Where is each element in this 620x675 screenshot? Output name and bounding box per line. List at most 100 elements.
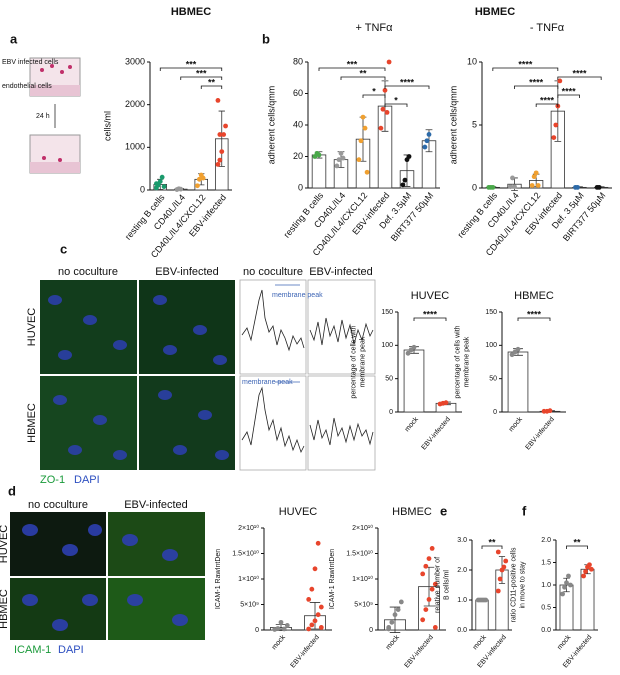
panel-letter: c (60, 241, 67, 256)
x-tick-label: mock (385, 634, 401, 652)
bar (311, 154, 327, 189)
data-point (533, 170, 539, 176)
data-point (336, 157, 342, 163)
significance-bracket (492, 67, 559, 71)
significance-label: ** (359, 68, 367, 78)
y-tick-label: 0 (472, 182, 477, 192)
data-point (596, 184, 602, 190)
data-point (157, 179, 163, 184)
x-tick-label: mock (404, 416, 420, 434)
significance-bracket (318, 67, 386, 71)
data-point (510, 175, 515, 181)
data-point (392, 612, 398, 618)
schematic-label: endothelial cells (2, 83, 52, 90)
data-point (318, 604, 324, 610)
stain-label: ZO-1 (40, 474, 65, 486)
significance-label: **** (400, 77, 415, 87)
data-point (432, 625, 438, 630)
row-label: HBMEC (0, 589, 10, 629)
column-label: no coculture (243, 266, 303, 278)
data-point (318, 625, 324, 630)
data-point (424, 138, 430, 144)
data-point (566, 573, 571, 579)
data-point (553, 122, 559, 128)
y-tick-label: 1000 (125, 142, 145, 152)
chart-title: - TNFα (530, 22, 565, 34)
significance-bracket (362, 94, 386, 98)
y-axis-label: ICAM-1 RawIntDen (329, 549, 336, 609)
bar (403, 349, 425, 413)
significance-bracket (557, 76, 602, 80)
data-point (589, 566, 594, 572)
significance-bracket (180, 76, 223, 80)
data-point (583, 569, 588, 574)
y-tick-label: 2000 (125, 99, 145, 109)
data-point (215, 162, 221, 167)
stain-label: DAPI (74, 474, 100, 486)
y-tick-label: 0 (369, 627, 373, 634)
y-tick-label: 1×10¹⁰ (352, 575, 373, 583)
data-point (402, 177, 408, 183)
significance-label: * (372, 86, 376, 96)
data-point (581, 573, 586, 579)
y-tick-label: 80 (293, 56, 303, 66)
y-axis-label: relative number of (434, 557, 441, 613)
data-point (384, 110, 390, 115)
bar (507, 351, 529, 413)
significance-bracket (340, 76, 386, 80)
y-tick-label: 50 (385, 376, 393, 383)
panel-letter: b (262, 31, 270, 46)
data-point (306, 597, 312, 602)
error-bar (218, 110, 225, 167)
y-tick-label: 100 (485, 342, 497, 349)
data-point (429, 586, 435, 592)
header: HBMEC (475, 6, 515, 18)
y-tick-label: 1.5×10¹⁰ (232, 549, 259, 557)
data-point (423, 607, 429, 612)
y-tick-label: 0 (298, 182, 303, 192)
profiles (239, 279, 376, 471)
data-point (309, 622, 315, 628)
significance-bracket (200, 85, 223, 89)
column-label: no coculture (58, 266, 118, 278)
significance-label: **** (423, 309, 438, 319)
significance-bracket (535, 103, 559, 107)
y-tick-label: 5×10⁹ (354, 601, 373, 608)
data-point (386, 59, 392, 65)
y-axis-label: B cells/ml (443, 570, 450, 600)
y-tick-label: 2.0 (541, 537, 551, 544)
data-point (364, 169, 370, 175)
data-point (360, 114, 366, 120)
significance-label: * (394, 95, 398, 105)
significance-label: *** (196, 68, 207, 78)
y-tick-label: 5×10⁹ (240, 601, 259, 608)
data-point (420, 617, 426, 623)
significance-label: ** (573, 537, 581, 547)
data-point (306, 626, 312, 632)
y-axis-label: cells/ml (102, 111, 112, 141)
data-point (398, 599, 404, 605)
data-point (340, 155, 346, 161)
data-point (497, 576, 503, 582)
bar (580, 568, 595, 631)
data-point (400, 182, 406, 188)
schematic-label: 24 h (36, 113, 50, 120)
chart-title: HBMEC (392, 506, 432, 518)
data-point (483, 597, 489, 603)
y-axis-label: ratio CD11-positive cells (510, 547, 517, 622)
y-tick-label: 3000 (125, 56, 145, 66)
significance-label: **** (518, 59, 533, 69)
bar (475, 599, 489, 631)
data-point (426, 597, 432, 602)
data-point (406, 154, 412, 159)
significance-label: ** (488, 537, 496, 547)
data-point (564, 580, 569, 586)
data-point (178, 186, 184, 192)
y-axis-label: percentage of cells with (350, 325, 357, 398)
schematic-label: EBV infected cells (2, 59, 59, 66)
chart-title: + TNFα (355, 22, 393, 34)
column-label: EBV-infected (309, 266, 373, 278)
data-point (217, 157, 223, 163)
significance-bracket (514, 85, 559, 89)
